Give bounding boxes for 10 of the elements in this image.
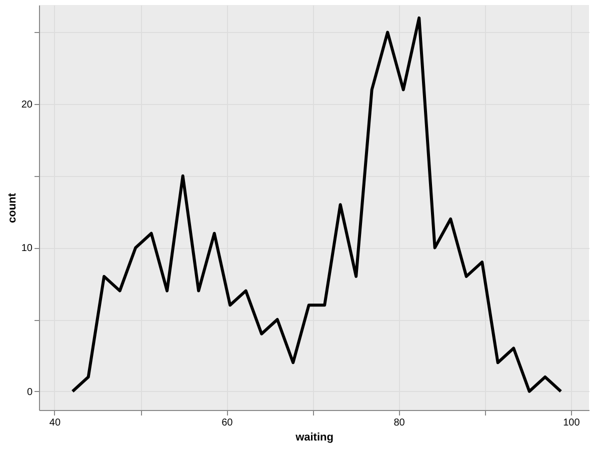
- y-axis-title: count: [6, 192, 18, 223]
- y-tick-label: 0: [26, 386, 33, 398]
- line-series: [71, 16, 562, 393]
- y-tick-label: 10: [21, 243, 33, 254]
- x-tick-label: 60: [222, 418, 234, 428]
- x-tick-label: 80: [394, 418, 406, 428]
- x-tick-label: 40: [49, 418, 61, 428]
- x-tick-label: 100: [563, 418, 580, 428]
- x-axis-title: waiting: [294, 432, 334, 444]
- y-tick-label: 20: [21, 100, 33, 111]
